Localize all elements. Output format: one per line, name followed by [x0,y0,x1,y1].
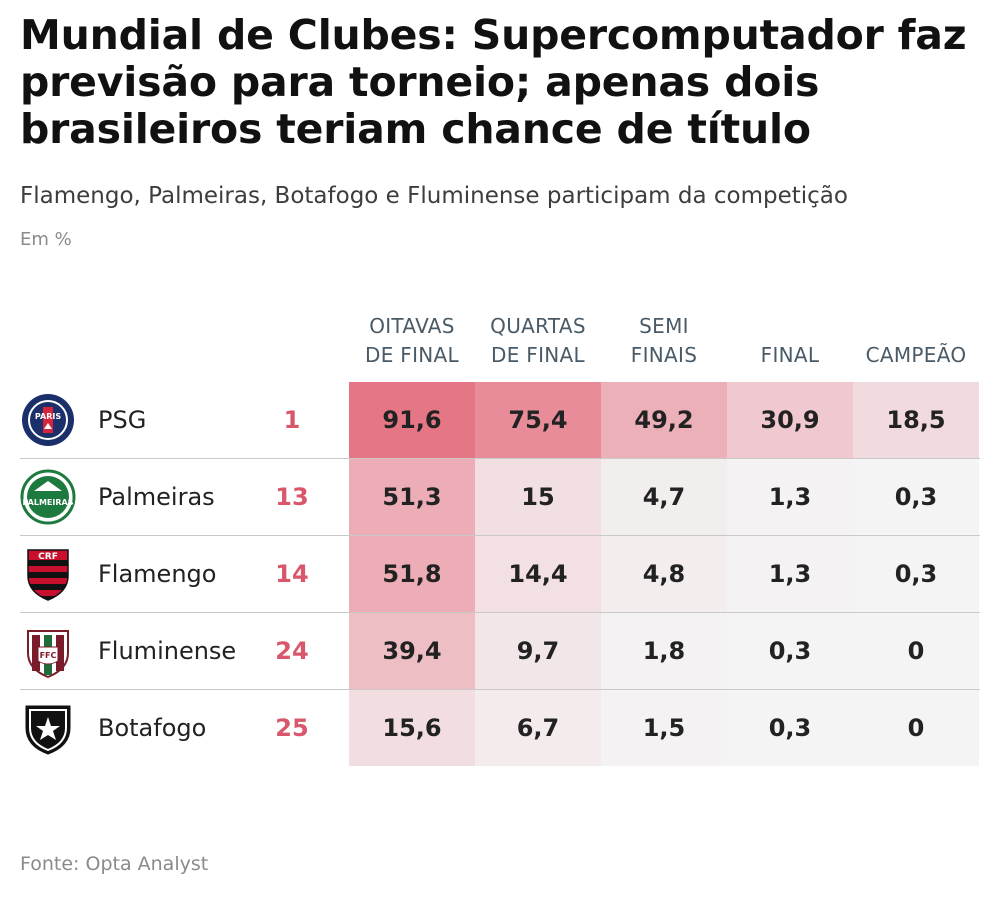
fluminense-crest-icon: FFC [20,623,76,679]
column-header-oitavas: OITAVAS DE FINAL [365,314,459,367]
chart-subtitle: Flamengo, Palmeiras, Botafogo e Fluminen… [20,183,848,209]
heat-cell: 91,6 [349,382,475,458]
heat-cell: 0 [853,613,979,689]
table-row: PARIS PSG 1 91,6 75,4 49,2 30,9 18,5 [20,382,980,458]
palmeiras-crest-icon: PALMEIRAS [20,469,76,525]
team-name: Flamengo [98,560,217,588]
heat-cell: 39,4 [349,613,475,689]
column-header-semi: SEMI FINAIS [630,314,698,367]
botafogo-crest-icon [20,700,76,756]
team-rank: 24 [275,637,309,665]
heat-cell: 4,7 [601,459,727,535]
heat-cell: 14,4 [475,536,601,612]
heat-cell: 18,5 [853,382,979,458]
source-note: Fonte: Opta Analyst [20,853,209,875]
row-divider [20,535,980,536]
team-name: Palmeiras [98,483,215,511]
heat-cell: 30,9 [727,382,853,458]
team-name: Fluminense [98,637,237,665]
row-divider [20,689,980,690]
svg-text:PALMEIRAS: PALMEIRAS [23,498,74,507]
column-header-quartas: QUARTAS DE FINAL [490,314,586,367]
column-header-campeao: CAMPEÃO [865,343,967,367]
heat-cell: 0,3 [727,690,853,766]
heat-cell: 0,3 [853,536,979,612]
team-name: PSG [98,406,147,434]
unit-label: Em % [20,229,72,250]
table-row: Botafogo 25 15,6 6,7 1,5 0,3 0 [20,690,980,766]
table-row: FFC Fluminense 24 39,4 9,7 1,8 0,3 0 [20,613,980,689]
team-rank: 1 [283,406,301,434]
svg-text:CRF: CRF [38,552,58,562]
team-rank: 13 [275,483,309,511]
heat-cell: 6,7 [475,690,601,766]
heat-cell: 15,6 [349,690,475,766]
heat-cell: 1,3 [727,459,853,535]
heat-cell: 0,3 [853,459,979,535]
heat-cell: 15 [475,459,601,535]
row-divider [20,612,980,613]
team-rank: 25 [275,714,309,742]
column-header-final: FINAL [760,343,820,367]
heat-cell: 51,3 [349,459,475,535]
heat-cell: 0 [853,690,979,766]
svg-text:FFC: FFC [40,651,57,660]
heat-cell: 4,8 [601,536,727,612]
heat-cell: 0,3 [727,613,853,689]
heat-cell: 75,4 [475,382,601,458]
heat-cell: 1,5 [601,690,727,766]
table-row: CRF Flamengo 14 51,8 14,4 4,8 1,3 0,3 [20,536,980,612]
table-row: PALMEIRAS Palmeiras 13 51,3 15 4,7 1,3 0,3 [20,459,980,535]
heat-cell: 49,2 [601,382,727,458]
row-divider [20,458,980,459]
flamengo-crest-icon: CRF [20,546,76,602]
heat-cell: 9,7 [475,613,601,689]
svg-text:PARIS: PARIS [35,412,61,421]
heat-cell: 1,3 [727,536,853,612]
team-rank: 14 [275,560,309,588]
psg-crest-icon: PARIS [20,392,76,448]
chart-title: Mundial de Clubes: Supercomputador faz p… [20,11,967,153]
team-name: Botafogo [98,714,207,742]
heat-cell: 51,8 [349,536,475,612]
heat-cell: 1,8 [601,613,727,689]
